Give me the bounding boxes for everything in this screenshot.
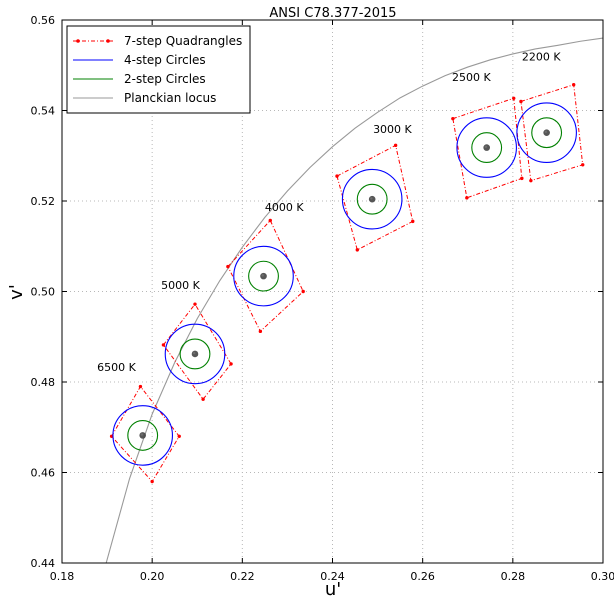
two-step-circle-2200-k — [531, 117, 563, 149]
circle-layer — [112, 102, 577, 466]
four-step-circle-4000-k — [233, 245, 294, 307]
quadrangle-layer — [109, 83, 585, 484]
four-step-circle-6500-k — [112, 405, 174, 466]
four-step-circle-3000-k — [341, 168, 403, 230]
x-tick-label: 0.28 — [501, 570, 526, 583]
nominal-cct-point-highlight-6500-k — [140, 433, 144, 436]
y-tick-label: 0.52 — [31, 195, 56, 208]
legend-entry-quadrangles: 7-step Quadrangles — [73, 34, 242, 48]
quadrangle-5000-k-vertex-1 — [161, 343, 166, 347]
quadrangle-3000-k-vertex-4 — [355, 248, 359, 252]
locus-layer — [105, 37, 604, 564]
y-tick-label: 0.48 — [31, 376, 56, 389]
two-step-circle-3000-k — [356, 183, 388, 215]
two-step-circle-5000-k — [179, 338, 211, 370]
quadrangle-4000-k-vertex-1 — [226, 264, 230, 269]
nominal-cct-point-highlight-5000-k — [192, 351, 196, 355]
quadrangle-3000-k-vertex-1 — [335, 174, 339, 178]
cct-label-4000-k: 4000 K — [265, 201, 304, 214]
nominal-cct-point-highlight-2200-k — [544, 130, 548, 134]
y-tick-label: 0.44 — [31, 557, 56, 570]
cct-label-layer: 6500 K 5000 K 4000 K 3000 K 2500 K 2200 K — [97, 51, 561, 374]
legend-entry-two-step: 2-step Circles — [73, 72, 206, 86]
chart-title: ANSI C78.377-2015 — [269, 6, 396, 21]
y-tick-label: 0.54 — [31, 105, 56, 118]
quadrangle-6500-k-vertex-3 — [177, 434, 181, 438]
quadrangle-2200-k-vertex-2 — [571, 83, 576, 87]
quadrangle-2500-k-vertex-3 — [520, 176, 524, 181]
quadrangle-3000-k-vertex-3 — [411, 219, 415, 224]
center-layer — [139, 129, 550, 439]
legend: 7-step Quadrangles 4-step Circles 2-step… — [66, 25, 251, 114]
cct-label-5000-k: 5000 K — [161, 279, 200, 292]
cct-label-2500-k: 2500 K — [452, 71, 491, 84]
quadrangle-6500-k-vertex-4 — [150, 479, 154, 484]
grid-layer — [62, 20, 603, 563]
four-step-circle-2200-k — [516, 102, 577, 163]
quadrangle-2200-k-vertex-3 — [581, 163, 585, 167]
quadrangle-3000-k-vertex-2 — [393, 143, 398, 148]
legend-label-planckian-locus: Planckian locus — [124, 91, 216, 105]
y-tick-label: 0.46 — [31, 467, 56, 480]
nominal-cct-point-highlight-2500-k — [484, 145, 488, 149]
y-axis-title: v' — [6, 284, 27, 300]
quadrangle-2500-k-vertex-1 — [451, 116, 455, 121]
quadrangle-2200-k — [520, 84, 584, 182]
quadrangle-2500-k-vertex-2 — [512, 96, 516, 100]
quadrangle-2200-k-vertex-4 — [529, 178, 533, 183]
quadrangle-5000-k-vertex-3 — [229, 362, 233, 366]
x-tick-label: 0.24 — [320, 570, 345, 583]
x-axis-title: u' — [325, 579, 341, 600]
quadrangle-6500-k-vertex-2 — [138, 384, 143, 389]
x-tick-label: 0.30 — [591, 570, 614, 583]
nominal-cct-point-highlight-3000-k — [370, 197, 373, 200]
y-tick-label: 0.50 — [31, 286, 56, 299]
x-tick-label: 0.20 — [140, 570, 165, 583]
two-step-circle-2500-k — [471, 132, 503, 164]
legend-entry-four-step: 4-step Circles — [73, 53, 206, 67]
quadrangle-4000-k-vertex-2 — [268, 218, 272, 223]
quadrangle-4000-k-vertex-4 — [258, 329, 263, 334]
y-tick-label: 0.56 — [31, 14, 56, 27]
cct-label-3000-k: 3000 K — [373, 123, 412, 136]
legend-label-two-step: 2-step Circles — [124, 72, 206, 86]
tick-layer: 0.18 0.20 0.22 0.24 0.26 0.28 0.30 0.44 0.46 0.48… — [31, 14, 614, 583]
quadrangle-5000-k-vertex-2 — [193, 302, 197, 306]
cct-label-6500-k: 6500 K — [97, 361, 136, 374]
x-tick-label: 0.18 — [50, 570, 75, 583]
quadrangle-2200-k-vertex-1 — [519, 99, 523, 104]
two-step-circle-6500-k — [127, 419, 159, 451]
four-step-circle-2500-k — [456, 117, 517, 178]
x-tick-label: 0.22 — [230, 570, 255, 583]
quadrangle-4000-k-vertex-3 — [301, 289, 305, 294]
x-tick-label: 0.26 — [410, 570, 435, 583]
cct-label-2200-k: 2200 K — [522, 51, 561, 64]
two-step-circle-4000-k — [248, 260, 279, 292]
four-step-circle-5000-k — [164, 323, 226, 385]
legend-entry-planckian-locus: Planckian locus — [73, 91, 216, 105]
quadrangle-2500-k-vertex-4 — [465, 196, 469, 200]
legend-label-four-step: 4-step Circles — [124, 53, 206, 67]
quadrangle-5000-k-vertex-4 — [201, 397, 205, 401]
legend-marker-quadrangles-left — [76, 39, 80, 43]
legend-label-quadrangles: 7-step Quadrangles — [124, 34, 242, 48]
planckian-locus-line — [105, 37, 604, 564]
legend-marker-quadrangles-right — [106, 39, 110, 43]
nominal-cct-point-highlight-4000-k — [261, 274, 264, 277]
